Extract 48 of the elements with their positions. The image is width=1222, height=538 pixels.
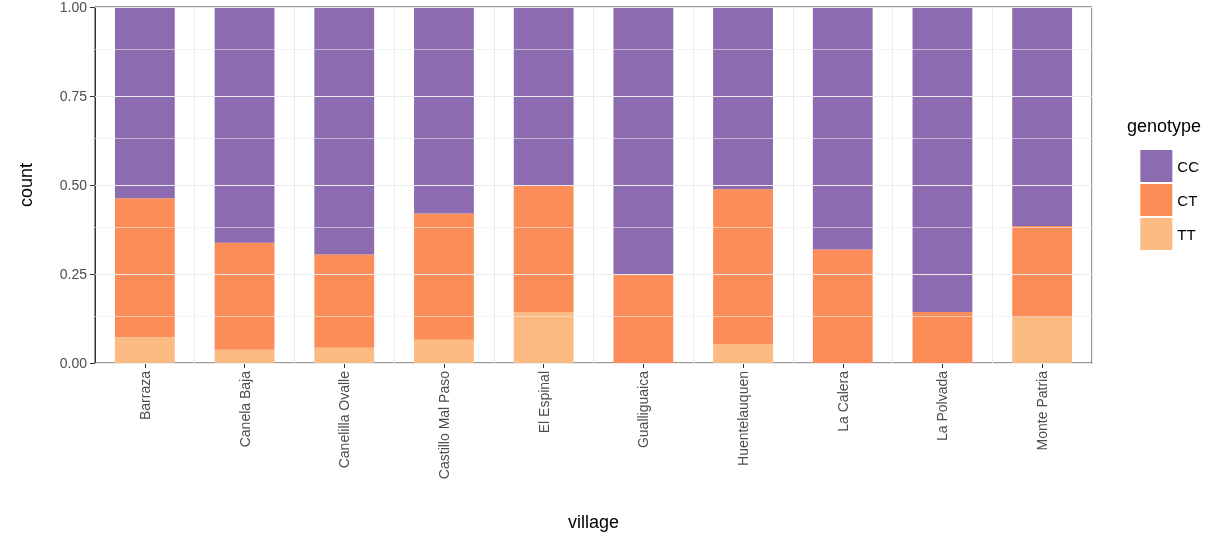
- x-axis-title: village: [567, 512, 620, 532]
- y-tick-label: 0.75: [59, 88, 88, 104]
- y-axis-title: count: [16, 162, 36, 208]
- legend-label: CC: [1177, 157, 1200, 175]
- x-tick-label: Canelilla Ovalle: [336, 370, 353, 469]
- bar: [414, 213, 474, 340]
- x-tick-label: El Espinal: [535, 371, 552, 434]
- bar: [513, 185, 574, 313]
- x-tick-label: Canela Baja: [236, 370, 253, 448]
- x-tick-label: Huentelauquen: [735, 371, 752, 466]
- bar: [1012, 317, 1073, 363]
- x-tick-label: Monte Patria: [1034, 370, 1051, 451]
- y-tick-label: 0.50: [59, 177, 88, 193]
- legend-label: CT: [1177, 191, 1198, 209]
- bar: [713, 189, 773, 345]
- bar: [414, 7, 474, 214]
- y-tick-label: 0.00: [59, 355, 88, 371]
- x-tick-label: Barraza: [136, 370, 153, 421]
- legend-label: TT: [1177, 225, 1196, 243]
- bar: [114, 337, 175, 363]
- bar: [314, 347, 375, 363]
- x-tick-label: La Calera: [834, 370, 851, 432]
- bar: [114, 198, 175, 338]
- bar: [912, 7, 973, 313]
- bar: [114, 7, 175, 199]
- bar: [1012, 7, 1073, 226]
- bar: [713, 7, 773, 190]
- bar: [812, 7, 873, 250]
- bar: [812, 249, 873, 363]
- y-tick-label: 0.25: [59, 266, 88, 282]
- bar: [613, 7, 674, 274]
- bar: [314, 254, 375, 348]
- bar: [912, 312, 973, 363]
- x-tick-label: Castillo Mal Paso: [435, 370, 452, 480]
- bar: [414, 339, 474, 363]
- x-tick-label: La Polvada: [934, 370, 951, 442]
- bar: [513, 312, 574, 363]
- bar: [613, 274, 674, 363]
- bar: [713, 344, 773, 363]
- y-tick-label: 1.00: [59, 0, 88, 15]
- bar: [214, 7, 275, 243]
- bar: [1012, 225, 1073, 318]
- x-tick-label: Gualliguaica: [635, 370, 652, 449]
- bar: [214, 349, 275, 363]
- bar: [314, 7, 375, 255]
- legend-title: genotype: [1126, 116, 1202, 136]
- bar: [513, 7, 574, 185]
- bar: [214, 242, 275, 350]
